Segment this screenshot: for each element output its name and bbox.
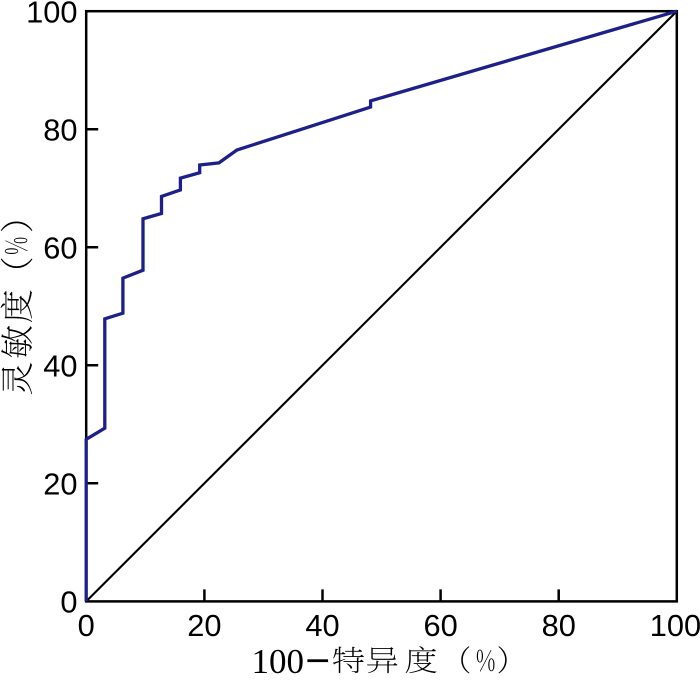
svg-text:80: 80 xyxy=(43,112,77,147)
svg-text:20: 20 xyxy=(187,608,221,643)
svg-text:40: 40 xyxy=(305,608,339,643)
svg-text:100: 100 xyxy=(252,642,305,677)
svg-text:100: 100 xyxy=(650,608,700,643)
svg-text:20: 20 xyxy=(43,467,77,502)
svg-text:40: 40 xyxy=(43,349,77,384)
svg-text:60: 60 xyxy=(423,608,457,643)
svg-text:60: 60 xyxy=(43,230,77,265)
svg-text:80: 80 xyxy=(542,608,576,643)
svg-text:0: 0 xyxy=(78,608,95,643)
svg-text:0: 0 xyxy=(60,585,77,620)
svg-text:100: 100 xyxy=(26,0,77,29)
